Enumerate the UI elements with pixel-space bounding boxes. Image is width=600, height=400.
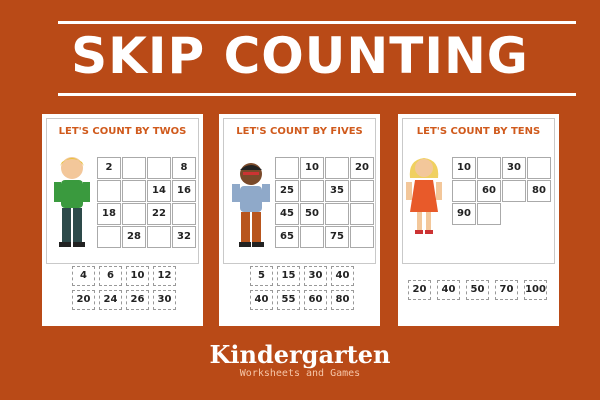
worksheet-frame: [46, 118, 199, 264]
number-cell: [350, 226, 374, 248]
number-cell: [97, 226, 121, 248]
number-cell: [147, 226, 171, 248]
number-cell: 8: [172, 157, 196, 179]
number-cell: [122, 180, 146, 202]
answer-tile: 20: [408, 280, 431, 300]
answer-tile: 4: [72, 266, 95, 286]
answer-tile: 55: [277, 290, 300, 310]
number-cell: 90: [452, 203, 476, 225]
answer-tile: 12: [153, 266, 176, 286]
number-cell: [477, 157, 501, 179]
number-cell: [350, 203, 374, 225]
worksheet: LET'S COUNT BY TWOS 2 8 14 16 18 22 28 32 4 6 10 12 2…: [42, 114, 203, 326]
worksheet-frame: [402, 118, 555, 264]
number-cell: 80: [527, 180, 551, 202]
number-cell: 60: [477, 180, 501, 202]
number-cell: 2: [97, 157, 121, 179]
number-cell: 22: [147, 203, 171, 225]
worksheet-heading: LET'S COUNT BY TWOS: [58, 126, 187, 137]
number-cell: 10: [300, 157, 324, 179]
number-cell: 65: [275, 226, 299, 248]
answer-tile: 70: [495, 280, 518, 300]
number-cell: 20: [350, 157, 374, 179]
rule: [58, 21, 576, 24]
number-cell: 25: [275, 180, 299, 202]
title: SKIP COUNTING: [71, 27, 529, 85]
answer-tile: 15: [277, 266, 300, 286]
boy-figure: [54, 157, 90, 247]
number-cell: 75: [325, 226, 349, 248]
number-cell: [122, 203, 146, 225]
number-cell: [325, 203, 349, 225]
answer-tile: 6: [99, 266, 122, 286]
logo-tagline: Worksheets and Games: [239, 368, 361, 379]
number-cell: [350, 180, 374, 202]
girl-figure: [406, 158, 442, 234]
number-cell: 35: [325, 180, 349, 202]
number-cell: [275, 157, 299, 179]
rule: [58, 93, 576, 96]
number-cell: [502, 180, 526, 202]
answer-tile: 5: [250, 266, 273, 286]
answer-tile: 40: [250, 290, 273, 310]
number-cell: 32: [172, 226, 196, 248]
number-cell: [325, 157, 349, 179]
worksheet: LET'S COUNT BY TENS 10 30 60 80 90 20 40 50 70 100: [398, 114, 559, 326]
number-cell: 28: [122, 226, 146, 248]
answer-tile: 60: [304, 290, 327, 310]
worksheet: LET'S COUNT BY FIVES 10 20 25 35 45 50 65 75 5 15 3…: [219, 114, 380, 326]
worksheet-heading: LET'S COUNT BY FIVES: [236, 126, 363, 137]
answer-tile: 26: [126, 290, 149, 310]
number-cell: [452, 180, 476, 202]
worksheet-heading: LET'S COUNT BY TENS: [416, 126, 541, 137]
number-cell: [122, 157, 146, 179]
answer-tile: 10: [126, 266, 149, 286]
answer-tile: 50: [466, 280, 489, 300]
logo-name: Kindergarten: [209, 340, 391, 369]
number-cell: 16: [172, 180, 196, 202]
answer-tile: 30: [153, 290, 176, 310]
logo: Kindergarten Worksheets and Games: [0, 342, 600, 380]
number-cell: [527, 157, 551, 179]
answer-tile: 40: [437, 280, 460, 300]
number-cell: [147, 157, 171, 179]
number-cell: [477, 203, 501, 225]
number-cell: [172, 203, 196, 225]
answer-tile: 24: [99, 290, 122, 310]
number-cell: 10: [452, 157, 476, 179]
number-cell: 18: [97, 203, 121, 225]
answer-tile: 100: [524, 280, 547, 300]
number-cell: [300, 180, 324, 202]
number-cell: 45: [275, 203, 299, 225]
number-cell: 30: [502, 157, 526, 179]
number-cell: [97, 180, 121, 202]
answer-tile: 20: [72, 290, 95, 310]
number-cell: 14: [147, 180, 171, 202]
answer-tile: 80: [331, 290, 354, 310]
number-cell: [300, 226, 324, 248]
answer-tile: 40: [331, 266, 354, 286]
worksheet-frame: [223, 118, 376, 264]
answer-tile: 30: [304, 266, 327, 286]
boy-figure: [232, 163, 270, 247]
number-cell: 50: [300, 203, 324, 225]
